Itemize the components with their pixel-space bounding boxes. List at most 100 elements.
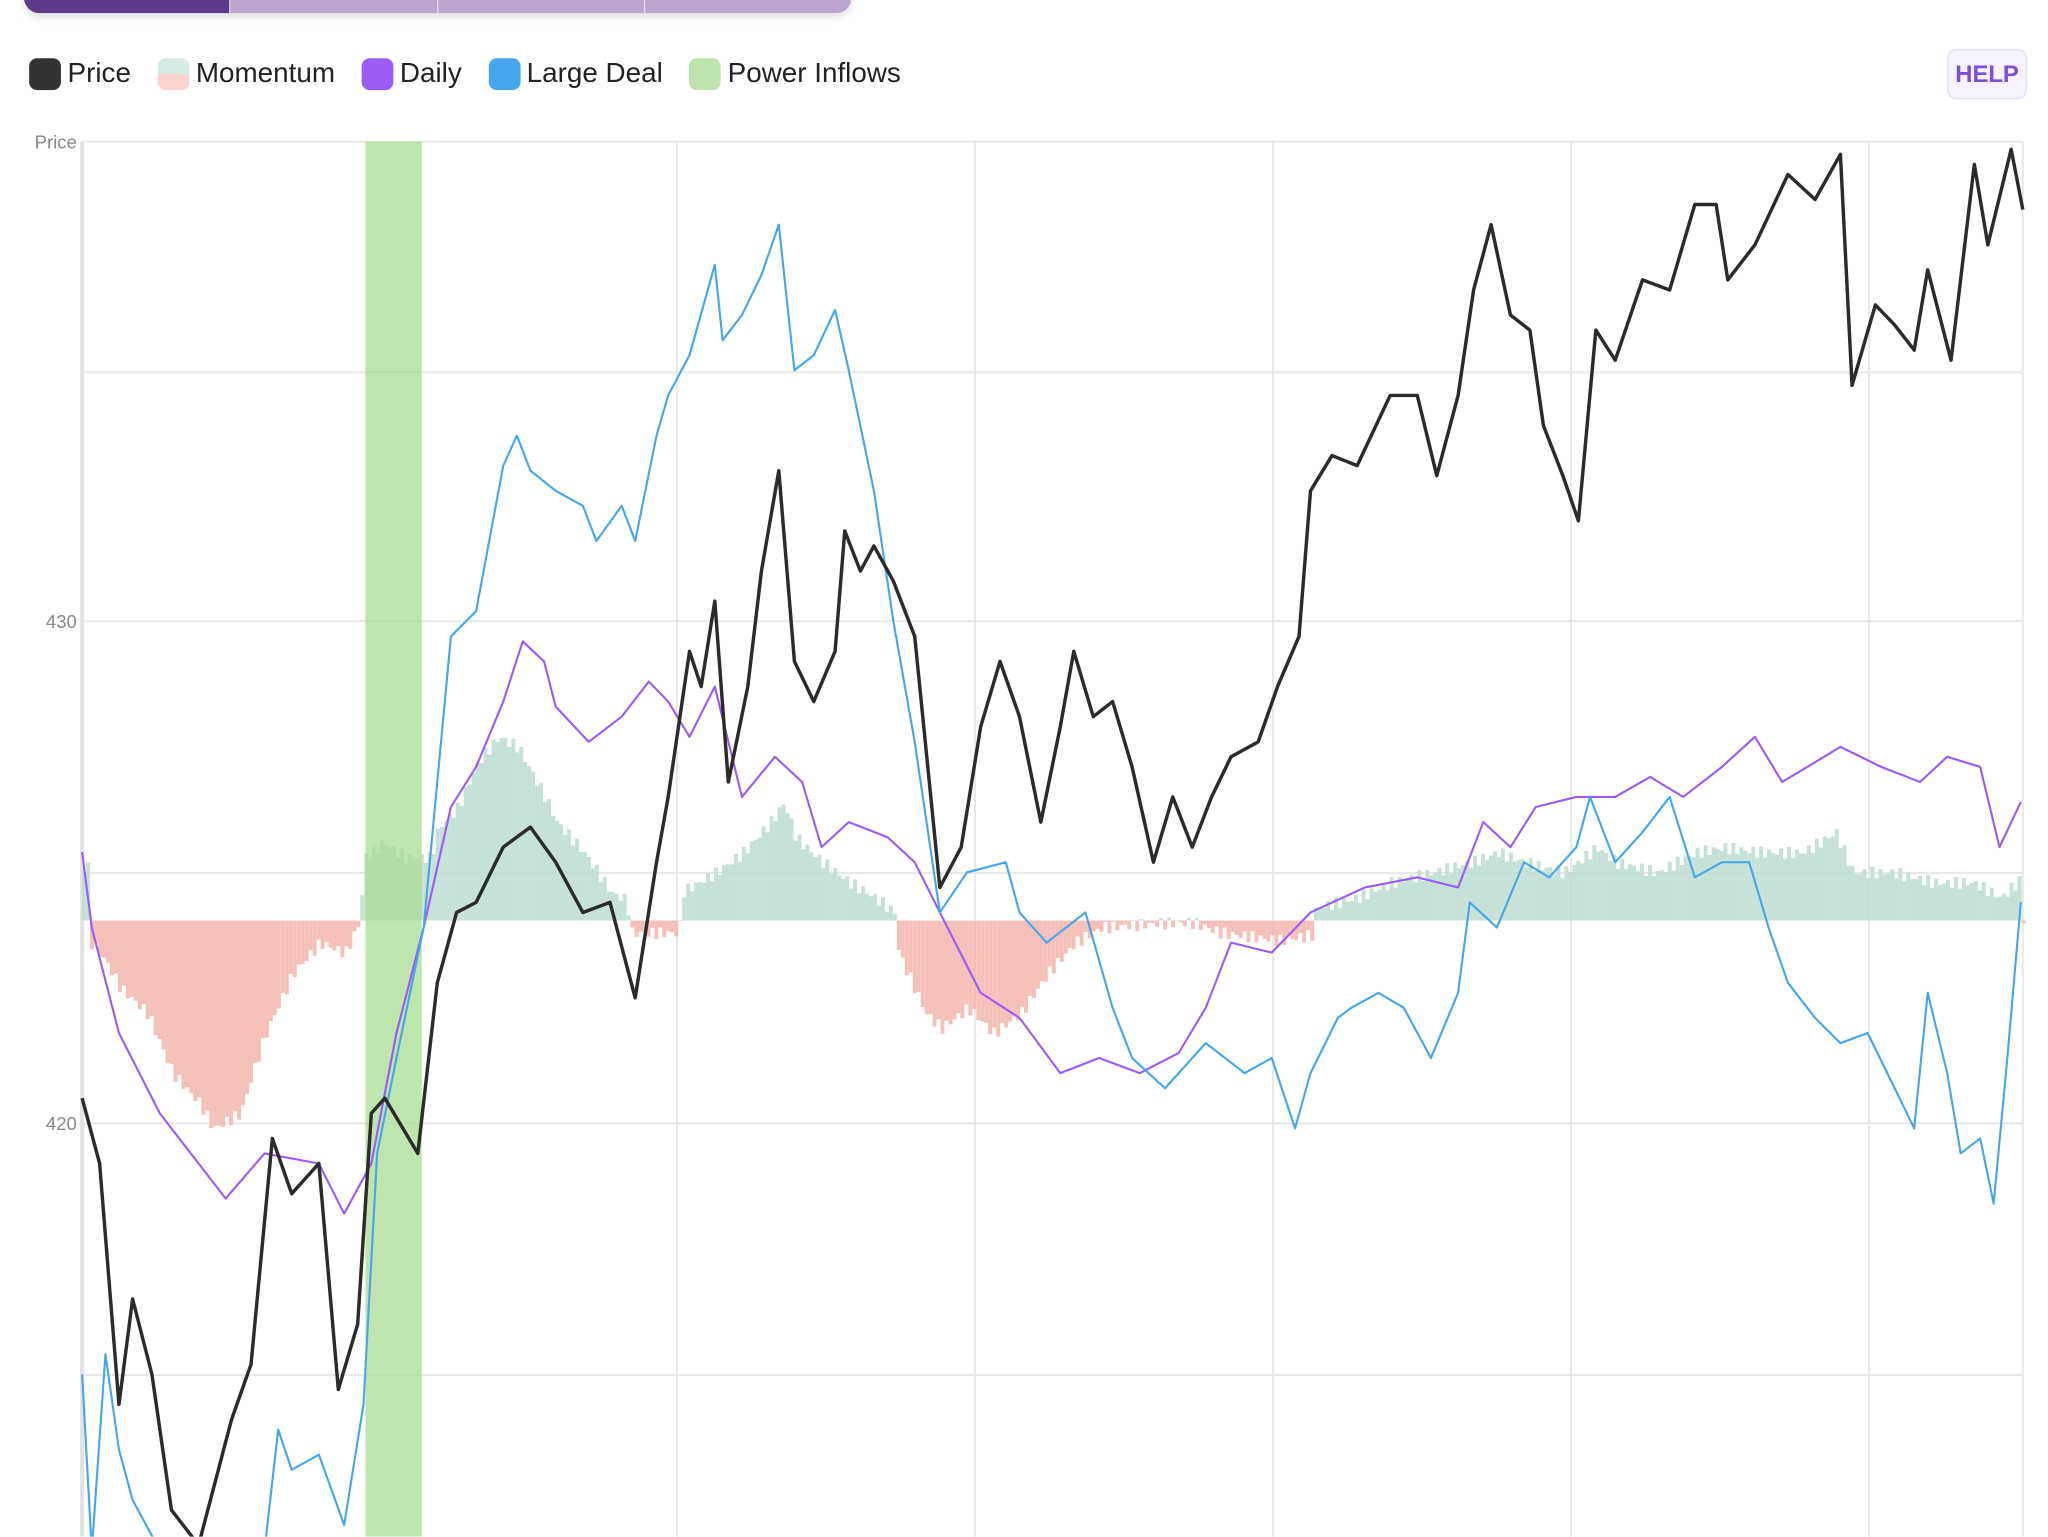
momentum-bar-positive bbox=[741, 846, 746, 921]
momentum-bar-positive bbox=[1465, 861, 1470, 921]
momentum-bar-negative bbox=[1250, 920, 1255, 932]
tab-1[interactable] bbox=[23, 0, 231, 14]
momentum-bar-negative bbox=[1274, 920, 1279, 946]
momentum-bar-negative bbox=[956, 920, 961, 1014]
momentum-bar-negative bbox=[928, 920, 933, 1015]
momentum-bar-positive bbox=[1329, 909, 1334, 921]
momentum-bar-positive bbox=[1592, 845, 1597, 921]
momentum-bar-positive bbox=[1349, 901, 1354, 921]
legend-power-inflows[interactable]: Power Inflows bbox=[689, 58, 901, 91]
momentum-bar-positive bbox=[511, 738, 516, 921]
momentum-bar-positive bbox=[872, 893, 877, 921]
momentum-bar-negative bbox=[670, 920, 675, 933]
momentum-bar-positive bbox=[698, 881, 703, 921]
momentum-bar-positive bbox=[1679, 864, 1684, 921]
momentum-bar-positive bbox=[1886, 873, 1891, 921]
momentum-bar-positive bbox=[360, 895, 365, 921]
y-tick-label: 420 bbox=[46, 1113, 77, 1134]
momentum-bar-positive bbox=[1699, 857, 1704, 921]
momentum-bar-positive bbox=[837, 875, 842, 921]
momentum-bar-positive bbox=[761, 826, 766, 921]
momentum-bar-positive bbox=[777, 807, 782, 921]
momentum-bar-positive bbox=[1675, 856, 1680, 921]
momentum-bar-positive bbox=[829, 873, 834, 921]
momentum-bar-positive bbox=[1695, 847, 1700, 921]
momentum-bar-negative bbox=[129, 920, 134, 997]
momentum-bar-negative bbox=[1178, 920, 1183, 923]
momentum-bar-positive bbox=[507, 747, 512, 921]
momentum-bar-positive bbox=[1890, 869, 1895, 921]
momentum-bar-negative bbox=[634, 920, 639, 937]
momentum-bar-negative bbox=[1095, 920, 1100, 929]
momentum-bar-positive bbox=[1906, 871, 1911, 921]
momentum-bar-positive bbox=[1628, 864, 1633, 921]
momentum-bar-positive bbox=[539, 782, 544, 921]
momentum-bar-negative bbox=[666, 920, 671, 932]
momentum-bar-positive bbox=[1616, 869, 1621, 921]
momentum-bar-positive bbox=[435, 828, 440, 921]
momentum-bar-positive bbox=[1425, 869, 1430, 921]
momentum-bar-positive bbox=[1556, 865, 1561, 921]
momentum-bar-negative bbox=[193, 920, 198, 1102]
momentum-bar-negative bbox=[662, 920, 667, 938]
momentum-bar-positive bbox=[1961, 878, 1966, 921]
momentum-bar-negative bbox=[181, 920, 186, 1090]
momentum-bar-positive bbox=[1401, 881, 1406, 921]
momentum-bar-positive bbox=[1365, 899, 1370, 921]
momentum-bar-negative bbox=[1020, 920, 1024, 1007]
momentum-bar-negative bbox=[908, 920, 913, 973]
momentum-bar-positive bbox=[801, 849, 806, 921]
momentum-bar-positive bbox=[1433, 872, 1438, 921]
legend-large-deal[interactable]: Large Deal bbox=[488, 58, 663, 91]
momentum-bar-positive bbox=[857, 893, 862, 921]
momentum-bar-positive bbox=[833, 867, 838, 921]
momentum-bar-positive bbox=[1548, 867, 1553, 921]
momentum-bar-negative bbox=[296, 920, 301, 965]
y-axis-title: Price bbox=[35, 131, 77, 152]
momentum-bar-positive bbox=[1361, 889, 1366, 921]
momentum-bar-positive bbox=[451, 817, 456, 921]
momentum-bar-positive bbox=[1687, 855, 1692, 921]
legend-price[interactable]: Price bbox=[29, 58, 131, 91]
momentum-bar-positive bbox=[1357, 903, 1362, 921]
momentum-bar-positive bbox=[805, 844, 810, 921]
momentum-bar-negative bbox=[1103, 920, 1108, 923]
momentum-bar-positive bbox=[551, 815, 556, 921]
momentum-bar-positive bbox=[1735, 854, 1740, 921]
legend-daily[interactable]: Daily bbox=[361, 58, 462, 91]
series-lines bbox=[80, 147, 2025, 1537]
momentum-bar-positive bbox=[1564, 866, 1569, 921]
momentum-bar-positive bbox=[869, 896, 873, 921]
momentum-bar-positive bbox=[1763, 857, 1768, 921]
momentum-bar-negative bbox=[336, 920, 341, 947]
momentum-bar-positive bbox=[1409, 874, 1414, 921]
momentum-bar-negative bbox=[1111, 920, 1116, 922]
momentum-bar-positive bbox=[1707, 854, 1712, 921]
tab-3[interactable] bbox=[437, 0, 645, 14]
momentum-bar-positive bbox=[1596, 851, 1601, 921]
momentum-bar-positive bbox=[2017, 876, 2022, 921]
momentum-bar-negative bbox=[356, 920, 361, 928]
momentum-bar-negative bbox=[340, 920, 345, 958]
tab-2[interactable] bbox=[230, 0, 438, 14]
momentum-bar-negative bbox=[197, 920, 202, 1098]
series-large-deal-line bbox=[81, 223, 2022, 1537]
momentum-bar-positive bbox=[682, 897, 687, 921]
momentum-bar-negative bbox=[1218, 920, 1223, 939]
momentum-bar-positive bbox=[1767, 849, 1772, 921]
momentum-bar-negative bbox=[260, 920, 265, 1039]
momentum-bar-positive bbox=[439, 827, 444, 921]
help-button[interactable]: HELP bbox=[1947, 49, 2027, 100]
momentum-bar-positive bbox=[1333, 897, 1338, 921]
legend-label: Large Deal bbox=[526, 58, 663, 89]
momentum-bar-negative bbox=[1278, 920, 1283, 935]
momentum-bar-negative bbox=[1143, 920, 1148, 929]
momentum-bar-negative bbox=[209, 920, 214, 1129]
momentum-bar-negative bbox=[1012, 920, 1017, 1017]
legend-momentum[interactable]: Momentum bbox=[157, 58, 335, 91]
momentum-bar-negative bbox=[109, 920, 114, 976]
momentum-bar-positive bbox=[892, 914, 897, 921]
momentum-bar-positive bbox=[1834, 829, 1839, 921]
momentum-bar-negative bbox=[948, 920, 953, 1025]
momentum-bar-negative bbox=[1306, 920, 1311, 931]
